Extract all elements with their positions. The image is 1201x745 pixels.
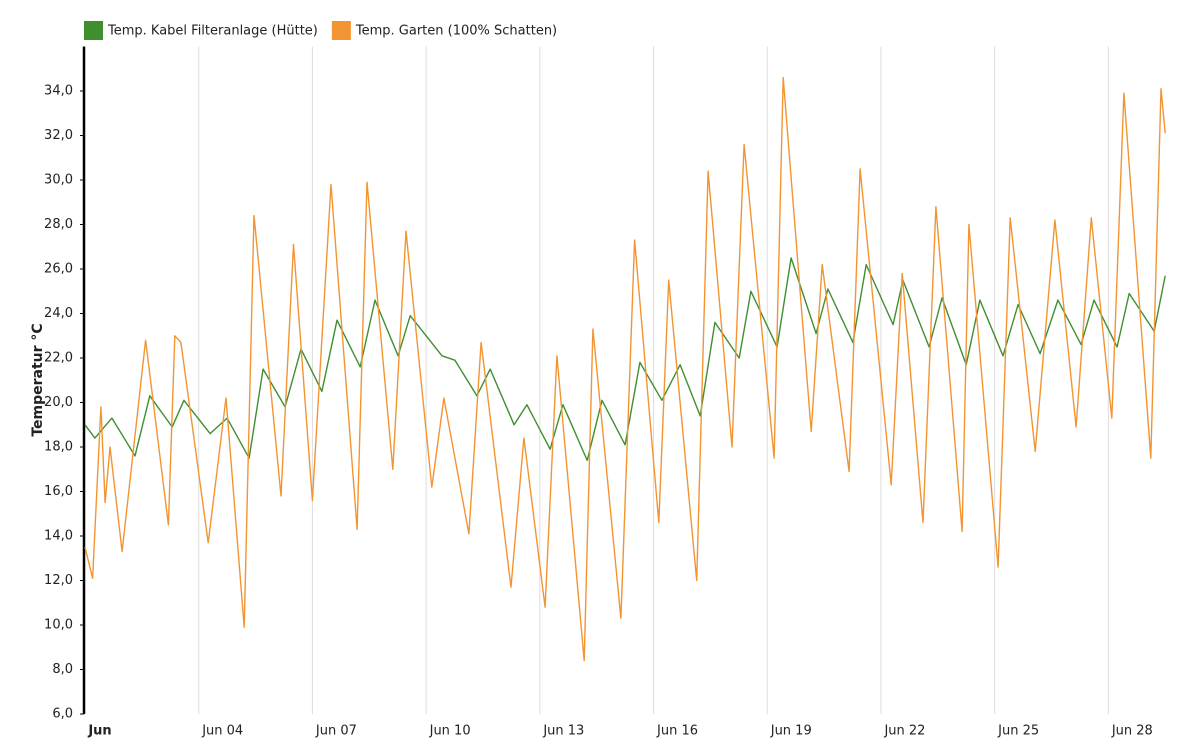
x-tick-label: Jun 19 <box>770 724 812 739</box>
y-axis-label: Temperatur °C <box>30 323 46 436</box>
x-tick-label: Jun 28 <box>1111 724 1153 739</box>
legend-swatch <box>84 21 103 40</box>
y-tick-label: 30,0 <box>44 173 73 188</box>
x-tick-label: Jun 04 <box>201 724 243 739</box>
y-tick-label: 18,0 <box>44 440 73 455</box>
y-tick-label: 26,0 <box>44 262 73 277</box>
x-tick-label: Jun <box>87 724 111 739</box>
legend-label: Temp. Kabel Filteranlage (Hütte) <box>107 24 318 39</box>
x-tick-label: Jun 10 <box>429 724 471 739</box>
y-tick-label: 20,0 <box>44 395 73 410</box>
x-tick-label: Jun 16 <box>656 724 698 739</box>
legend-label: Temp. Garten (100% Schatten) <box>355 24 557 39</box>
y-tick-label: 16,0 <box>44 484 73 499</box>
y-tick-label: 6,0 <box>52 707 73 722</box>
x-tick-label: Jun 13 <box>542 724 584 739</box>
y-tick-label: 14,0 <box>44 529 73 544</box>
y-tick-label: 12,0 <box>44 573 73 588</box>
y-tick-label: 34,0 <box>44 84 73 99</box>
line-series <box>84 76 1166 662</box>
y-tick-label: 28,0 <box>44 217 73 232</box>
legend-swatch <box>331 21 351 40</box>
y-tick-label: 22,0 <box>44 351 73 366</box>
line-series <box>84 257 1166 462</box>
x-tick-label: Jun 25 <box>997 724 1039 739</box>
y-tick-label: 10,0 <box>44 618 73 633</box>
y-tick-label: 8,0 <box>52 662 73 677</box>
x-tick-label: Jun 07 <box>315 724 357 739</box>
x-tick-label: Jun 22 <box>883 724 925 739</box>
y-tick-label: 32,0 <box>44 128 73 143</box>
y-tick-label: 24,0 <box>44 306 73 321</box>
